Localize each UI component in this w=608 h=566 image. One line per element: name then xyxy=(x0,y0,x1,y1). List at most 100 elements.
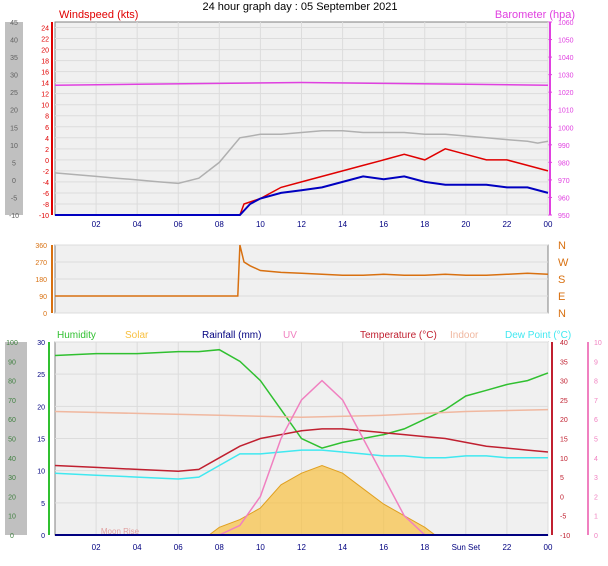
outer-left-tick-label: 40 xyxy=(8,456,16,463)
left-tick-label: -10 xyxy=(39,213,49,220)
outer-right-tick-label: 5 xyxy=(594,437,598,444)
left-tick-label: 30 xyxy=(37,340,45,347)
x-tick-label: 14 xyxy=(338,220,347,229)
outer-right-tick-label: 7 xyxy=(594,398,598,405)
outer-left-tick-label: 20 xyxy=(8,494,16,501)
left-tick-label: 90 xyxy=(39,294,47,301)
outer-left-tick-label: 0 xyxy=(12,178,16,185)
compass-label: N xyxy=(558,308,566,320)
outer-left-axis-strip xyxy=(5,342,27,535)
outer-left-tick-label: -10 xyxy=(9,213,19,220)
left-tick-label: 0 xyxy=(45,158,49,165)
x-tick-label: 02 xyxy=(92,220,101,229)
left-tick-label: 8 xyxy=(45,114,49,121)
series-humidity xyxy=(54,348,549,449)
left-tick-label: 15 xyxy=(37,437,45,444)
outer-left-tick-label: 90 xyxy=(8,359,16,366)
compass-label: W xyxy=(558,257,569,269)
x-tick-label: 08 xyxy=(215,220,224,229)
x-tick-label: 00 xyxy=(544,543,553,552)
legend-entry: Humidity xyxy=(57,330,96,341)
outer-left-tick-label: 25 xyxy=(10,90,18,97)
x-tick-label: 12 xyxy=(297,543,306,552)
series-temp xyxy=(54,428,549,473)
left-tick-label: 12 xyxy=(41,92,49,99)
compass-label: N xyxy=(558,240,566,252)
right-tick-label: 1030 xyxy=(558,73,574,80)
outer-left-tick-label: 30 xyxy=(8,475,16,482)
left-tick-label: -2 xyxy=(43,169,49,176)
right-tick-label: 1060 xyxy=(558,20,574,27)
outer-left-tick-label: 70 xyxy=(8,398,16,405)
left-tick-label: 18 xyxy=(41,59,49,66)
left-tick-label: 20 xyxy=(41,48,49,55)
right-tick-label: 30 xyxy=(560,379,568,386)
x-tick-label: Sun Set xyxy=(452,543,481,552)
outer-left-tick-label: 40 xyxy=(10,38,18,45)
left-tick-label: 4 xyxy=(45,136,49,143)
compass-label: S xyxy=(558,274,565,286)
left-tick-label: 2 xyxy=(45,147,49,154)
series-solar xyxy=(207,464,437,536)
outer-left-tick-label: 100 xyxy=(6,340,18,347)
outer-right-tick-label: 2 xyxy=(594,494,598,501)
x-tick-label: 22 xyxy=(502,220,511,229)
left-tick-label: 360 xyxy=(35,243,47,250)
x-tick-label: 12 xyxy=(297,220,306,229)
outer-left-tick-label: 20 xyxy=(10,108,18,115)
x-tick-label: 00 xyxy=(544,220,553,229)
outer-left-tick-label: 15 xyxy=(10,125,18,132)
outer-right-tick-label: 6 xyxy=(594,417,598,424)
left-tick-label: -4 xyxy=(43,180,49,187)
x-tick-label: 10 xyxy=(256,543,265,552)
wind-panel: 242220181614121086420-2-4-6-8-1045403530… xyxy=(5,9,575,229)
outer-right-tick-label: 10 xyxy=(594,340,602,347)
outer-left-tick-label: 50 xyxy=(8,437,16,444)
graph-title: 24 hour graph day : 05 September 2021 xyxy=(202,1,397,13)
x-tick-label: 06 xyxy=(174,220,183,229)
annotation-moonrise: Moon Rise xyxy=(101,527,140,536)
outer-right-tick-label: 1 xyxy=(594,514,598,521)
outer-right-tick-label: 9 xyxy=(594,359,598,366)
right-tick-label: 980 xyxy=(558,160,570,167)
right-tick-label: 1010 xyxy=(558,108,574,115)
outer-left-tick-label: 0 xyxy=(10,533,14,540)
left-tick-label: 5 xyxy=(41,501,45,508)
outer-left-tick-label: 30 xyxy=(10,73,18,80)
left-tick-label: 16 xyxy=(41,70,49,77)
x-tick-label: 16 xyxy=(379,220,388,229)
right-tick-label: 990 xyxy=(558,143,570,150)
x-tick-label: 10 xyxy=(256,220,265,229)
x-tick-label: 20 xyxy=(461,220,470,229)
legend-entry: Dew Point (°C) xyxy=(505,330,571,341)
left-tick-label: 10 xyxy=(37,469,45,476)
series-wind_avg xyxy=(55,175,549,216)
x-tick-label: 08 xyxy=(215,543,224,552)
left-tick-label: 0 xyxy=(43,311,47,318)
x-tick-label: 04 xyxy=(133,220,142,229)
right-tick-label: 950 xyxy=(558,213,570,220)
left-tick-label: 10 xyxy=(41,103,49,110)
x-tick-label: 06 xyxy=(174,543,183,552)
x-tick-label: 02 xyxy=(92,543,101,552)
outer-right-tick-label: 4 xyxy=(594,456,598,463)
right-tick-label: 25 xyxy=(560,398,568,405)
right-tick-label: -5 xyxy=(560,514,566,521)
right-tick-label: 15 xyxy=(560,437,568,444)
legend-entry: UV xyxy=(283,330,297,341)
series-baro xyxy=(54,81,549,86)
legend-entry: Temperature (°C) xyxy=(360,330,437,341)
right-tick-label: 970 xyxy=(558,178,570,185)
left-tick-label: 0 xyxy=(41,533,45,540)
left-tick-label: 270 xyxy=(35,260,47,267)
outer-left-tick-label: 5 xyxy=(12,160,16,167)
right-tick-label: 35 xyxy=(560,359,568,366)
outer-left-tick-label: 35 xyxy=(10,55,18,62)
x-tick-label: 18 xyxy=(420,220,429,229)
left-tick-label: 20 xyxy=(37,404,45,411)
left-tick-label: 180 xyxy=(35,277,47,284)
series-uv xyxy=(218,379,426,536)
left-tick-label: 24 xyxy=(41,26,49,33)
